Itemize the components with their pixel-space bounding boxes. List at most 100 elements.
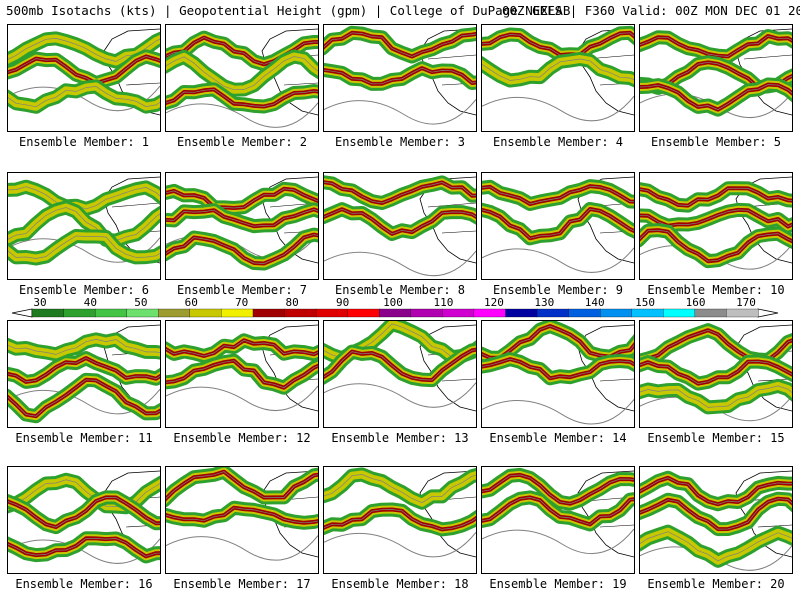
coastline xyxy=(577,470,634,558)
isotach-map xyxy=(166,28,318,128)
height-contour xyxy=(8,339,160,355)
height-contour xyxy=(640,361,792,384)
height-contour xyxy=(166,339,318,357)
colorbar-swatch xyxy=(315,308,349,318)
ensemble-map-panel xyxy=(323,320,477,428)
ensemble-member-label: Ensemble Member: 11 xyxy=(15,431,153,445)
isotach-map xyxy=(640,176,792,270)
height-contour xyxy=(324,208,476,235)
colorbar-right-arrow xyxy=(757,308,779,318)
height-contour xyxy=(640,229,792,262)
colorbar-swatch xyxy=(252,308,285,318)
height-contour xyxy=(482,528,634,555)
ensemble-map-panel xyxy=(165,466,319,574)
colorbar-tick-label: 100 xyxy=(383,297,403,309)
ensemble-member-label: Ensemble Member: 15 xyxy=(647,431,785,445)
ensemble-member-label: Ensemble Member: 2 xyxy=(176,135,308,149)
height-contour xyxy=(640,187,792,206)
height-contour xyxy=(482,399,634,425)
height-contour xyxy=(8,207,160,241)
height-contour xyxy=(640,35,792,57)
colorbar-tick-label: 120 xyxy=(484,297,504,309)
ensemble-member-label: Ensemble Member: 14 xyxy=(489,431,627,445)
height-contour xyxy=(482,497,634,525)
colorbar-swatch xyxy=(158,308,191,318)
isotach-map xyxy=(482,25,634,122)
ensemble-map-panel xyxy=(165,24,319,132)
ensemble-map-panel xyxy=(165,320,319,428)
ensemble-member-label: Ensemble Member: 6 xyxy=(18,283,150,297)
colorbar-tick-label: 40 xyxy=(84,297,97,309)
isotach-map xyxy=(640,323,792,422)
colorbar-swatch xyxy=(600,308,633,318)
height-contour xyxy=(166,385,318,412)
isotach-map xyxy=(8,176,160,266)
ensemble-member-label: Ensemble Member: 10 xyxy=(647,283,785,297)
jet-streak xyxy=(324,207,476,236)
ensemble-member-label: Ensemble Member: 12 xyxy=(173,431,311,445)
isotach-map xyxy=(482,176,634,273)
ensemble-member-label: Ensemble Member: 18 xyxy=(331,577,469,591)
colorbar-swatch xyxy=(568,308,601,318)
ensemble-member-label: Ensemble Member: 17 xyxy=(173,577,311,591)
ensemble-map-panel xyxy=(323,24,477,132)
ensemble-map-panel xyxy=(7,320,161,428)
colorbar-swatch xyxy=(442,308,475,318)
colorbar-tick-label: 170 xyxy=(736,297,756,309)
ensemble-member-label: Ensemble Member: 4 xyxy=(492,135,624,149)
ensemble-map-panel xyxy=(481,466,635,574)
height-contour xyxy=(8,479,160,508)
ensemble-member-label: Ensemble Member: 20 xyxy=(647,577,785,591)
ensemble-map-panel xyxy=(639,172,793,280)
colorbar-swatch xyxy=(284,308,317,318)
state-borders xyxy=(427,202,476,234)
isotach-map xyxy=(482,321,634,425)
height-contour xyxy=(166,471,318,500)
height-contour xyxy=(482,474,634,505)
isotach-map xyxy=(640,470,792,571)
height-contour xyxy=(324,509,476,530)
ensemble-map-panel xyxy=(7,172,161,280)
height-contour xyxy=(166,209,318,227)
colorbar-tick-label: 50 xyxy=(134,297,147,309)
colorbar-swatch xyxy=(410,308,443,318)
height-contour xyxy=(640,385,792,408)
height-contour xyxy=(482,358,634,379)
height-contour xyxy=(640,498,792,530)
colorbar-swatch xyxy=(347,308,380,318)
colorbar-tick-label: 140 xyxy=(585,297,605,309)
height-contour xyxy=(8,497,160,528)
height-contour xyxy=(166,56,318,91)
ensemble-member-label: Ensemble Member: 3 xyxy=(334,135,466,149)
height-contour xyxy=(640,531,792,562)
ensemble-map-panel xyxy=(639,466,793,574)
height-contour xyxy=(8,537,160,557)
height-contour xyxy=(166,234,318,264)
isotach-map xyxy=(324,321,476,412)
isotach-map xyxy=(482,467,634,558)
height-contour xyxy=(482,185,634,205)
height-contour xyxy=(482,208,634,239)
ensemble-map-panel xyxy=(323,466,477,574)
colorbar-swatch xyxy=(31,308,65,318)
ensemble-map-panel xyxy=(323,172,477,280)
header-valid-time: 00Z GEFS | F360 Valid: 00Z MON DEC 01 20… xyxy=(502,3,800,18)
isotach-map xyxy=(166,176,318,271)
colorbar-tick-label: 130 xyxy=(534,297,554,309)
colorbar-tick-label: 70 xyxy=(235,297,248,309)
colorbar-tick-label: 160 xyxy=(686,297,706,309)
map-header: 500mb Isotachs (kts) | Geopotential Heig… xyxy=(0,0,800,22)
height-contour xyxy=(166,188,318,209)
ensemble-member-label: Ensemble Member: 16 xyxy=(15,577,153,591)
colorbar-tick-label: 60 xyxy=(185,297,198,309)
height-contour xyxy=(166,102,318,128)
height-contour xyxy=(8,235,160,259)
isotach-map xyxy=(166,324,318,412)
colorbar-swatch xyxy=(663,308,696,318)
isotach-map xyxy=(8,28,160,116)
height-contour xyxy=(8,86,160,108)
height-contour xyxy=(8,56,160,84)
isotach-map xyxy=(8,324,160,424)
isotach-map xyxy=(324,467,476,558)
ensemble-map-panel xyxy=(639,320,793,428)
